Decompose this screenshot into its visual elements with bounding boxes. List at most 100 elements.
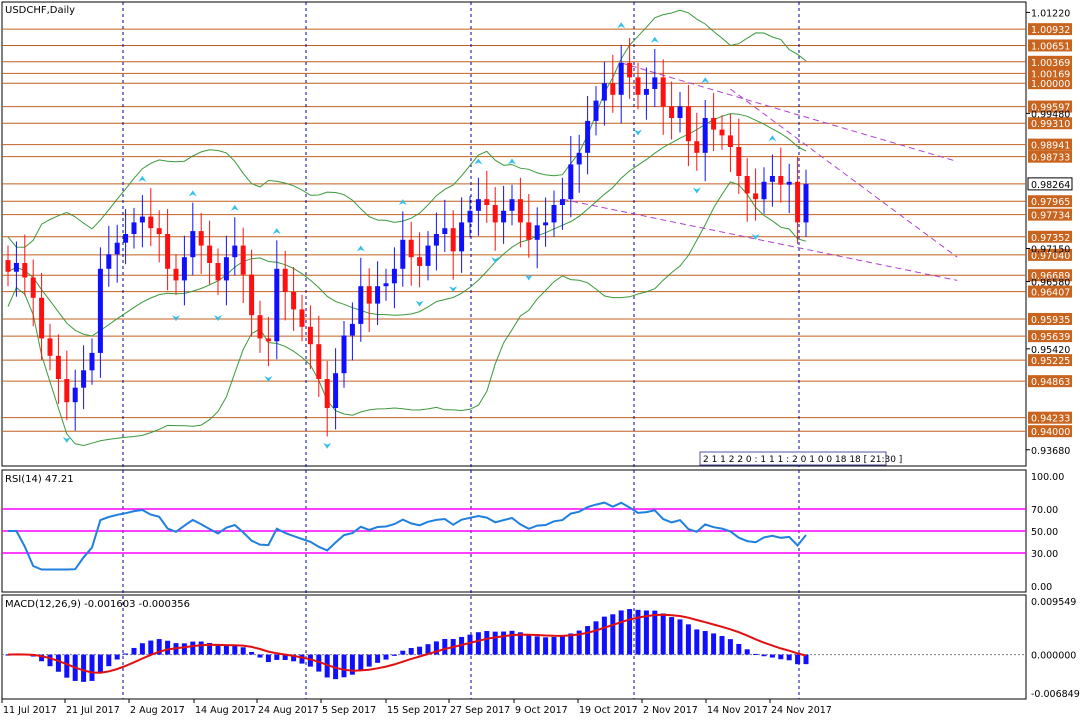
candle-body[interactable]: [660, 77, 666, 107]
candle-body[interactable]: [635, 77, 641, 95]
candle-body[interactable]: [551, 205, 557, 223]
candle-body[interactable]: [207, 245, 213, 263]
candle-body[interactable]: [274, 268, 280, 342]
candle-body[interactable]: [417, 257, 423, 266]
candle-body[interactable]: [769, 176, 775, 182]
price-pane[interactable]: [1, 1, 1027, 467]
candle-body[interactable]: [333, 373, 339, 408]
candle-body[interactable]: [215, 263, 221, 281]
candle-body[interactable]: [803, 184, 809, 223]
candle-body[interactable]: [408, 239, 414, 258]
candle-body[interactable]: [64, 379, 70, 403]
candle-body[interactable]: [517, 199, 523, 223]
candle-body[interactable]: [450, 228, 456, 252]
candle-body[interactable]: [736, 147, 742, 176]
candle-body[interactable]: [72, 387, 78, 403]
candle-body[interactable]: [719, 129, 725, 136]
candle-body[interactable]: [190, 231, 196, 258]
candle-body[interactable]: [744, 176, 750, 194]
candle-body[interactable]: [173, 268, 179, 281]
candle-body[interactable]: [618, 62, 624, 95]
candle-body[interactable]: [576, 152, 582, 165]
candle-body[interactable]: [492, 205, 498, 223]
candle-body[interactable]: [685, 106, 691, 142]
candle-body[interactable]: [383, 283, 389, 287]
candle-body[interactable]: [106, 254, 112, 269]
candle-body[interactable]: [249, 274, 255, 316]
candle-body[interactable]: [148, 216, 154, 229]
candle-body[interactable]: [467, 210, 473, 223]
candle-body[interactable]: [156, 228, 162, 234]
candle-body[interactable]: [13, 263, 19, 272]
candle-body[interactable]: [543, 222, 549, 226]
candle-body[interactable]: [484, 199, 490, 205]
candle-body[interactable]: [22, 263, 28, 278]
candle-body[interactable]: [795, 181, 801, 223]
candle-body[interactable]: [593, 100, 599, 121]
candle-body[interactable]: [761, 181, 767, 200]
candle-body[interactable]: [786, 181, 792, 185]
candles-layer[interactable]: [5, 37, 809, 437]
candle-body[interactable]: [702, 118, 708, 153]
candle-body[interactable]: [89, 352, 95, 371]
candle-body[interactable]: [123, 234, 129, 243]
candle-body[interactable]: [534, 225, 540, 240]
candle-body[interactable]: [391, 268, 397, 284]
candle-body[interactable]: [81, 370, 87, 388]
candle-body[interactable]: [459, 222, 465, 252]
candle-body[interactable]: [39, 297, 45, 339]
candle-body[interactable]: [601, 83, 607, 101]
candle-body[interactable]: [694, 141, 700, 153]
candle-body[interactable]: [114, 242, 120, 255]
candle-body[interactable]: [366, 286, 372, 304]
candle-body[interactable]: [299, 309, 305, 327]
candle-body[interactable]: [47, 338, 53, 356]
candle-body[interactable]: [198, 231, 204, 246]
candle-body[interactable]: [727, 135, 733, 147]
candle-body[interactable]: [400, 239, 406, 269]
candle-body[interactable]: [257, 315, 263, 339]
candle-body[interactable]: [669, 106, 675, 118]
candle-body[interactable]: [316, 344, 322, 379]
candle-body[interactable]: [375, 286, 381, 304]
channel-line[interactable]: [562, 198, 958, 281]
candle-body[interactable]: [509, 199, 515, 211]
candle-body[interactable]: [711, 118, 717, 130]
candle-body[interactable]: [677, 106, 683, 118]
candle-body[interactable]: [568, 164, 574, 200]
candle-body[interactable]: [307, 326, 313, 345]
trend-channel[interactable]: [562, 62, 958, 281]
candle-body[interactable]: [358, 286, 364, 324]
candle-body[interactable]: [181, 257, 187, 281]
candle-body[interactable]: [652, 77, 658, 89]
candle-body[interactable]: [341, 335, 347, 374]
candle-body[interactable]: [97, 268, 103, 353]
candle-body[interactable]: [753, 193, 759, 200]
candle-body[interactable]: [240, 245, 246, 275]
candle-body[interactable]: [501, 210, 507, 223]
candle-body[interactable]: [627, 62, 633, 78]
candle-body[interactable]: [232, 245, 238, 258]
channel-line[interactable]: [730, 88, 958, 258]
candle-body[interactable]: [5, 260, 11, 272]
candle-body[interactable]: [282, 268, 288, 292]
candle-body[interactable]: [265, 338, 271, 342]
candle-body[interactable]: [559, 199, 565, 205]
candle-body[interactable]: [425, 245, 431, 266]
candle-body[interactable]: [433, 234, 439, 246]
candle-body[interactable]: [223, 257, 229, 281]
candle-body[interactable]: [585, 120, 591, 153]
candle-body[interactable]: [131, 222, 137, 234]
candle-body[interactable]: [55, 355, 61, 379]
candle-body[interactable]: [349, 323, 355, 336]
candle-body[interactable]: [526, 222, 532, 240]
candle-body[interactable]: [324, 379, 330, 408]
candle-body[interactable]: [778, 176, 784, 185]
candle-body[interactable]: [30, 277, 36, 298]
channel-line[interactable]: [621, 62, 958, 162]
candle-body[interactable]: [475, 199, 481, 211]
candle-body[interactable]: [165, 234, 171, 269]
candle-body[interactable]: [139, 216, 145, 223]
